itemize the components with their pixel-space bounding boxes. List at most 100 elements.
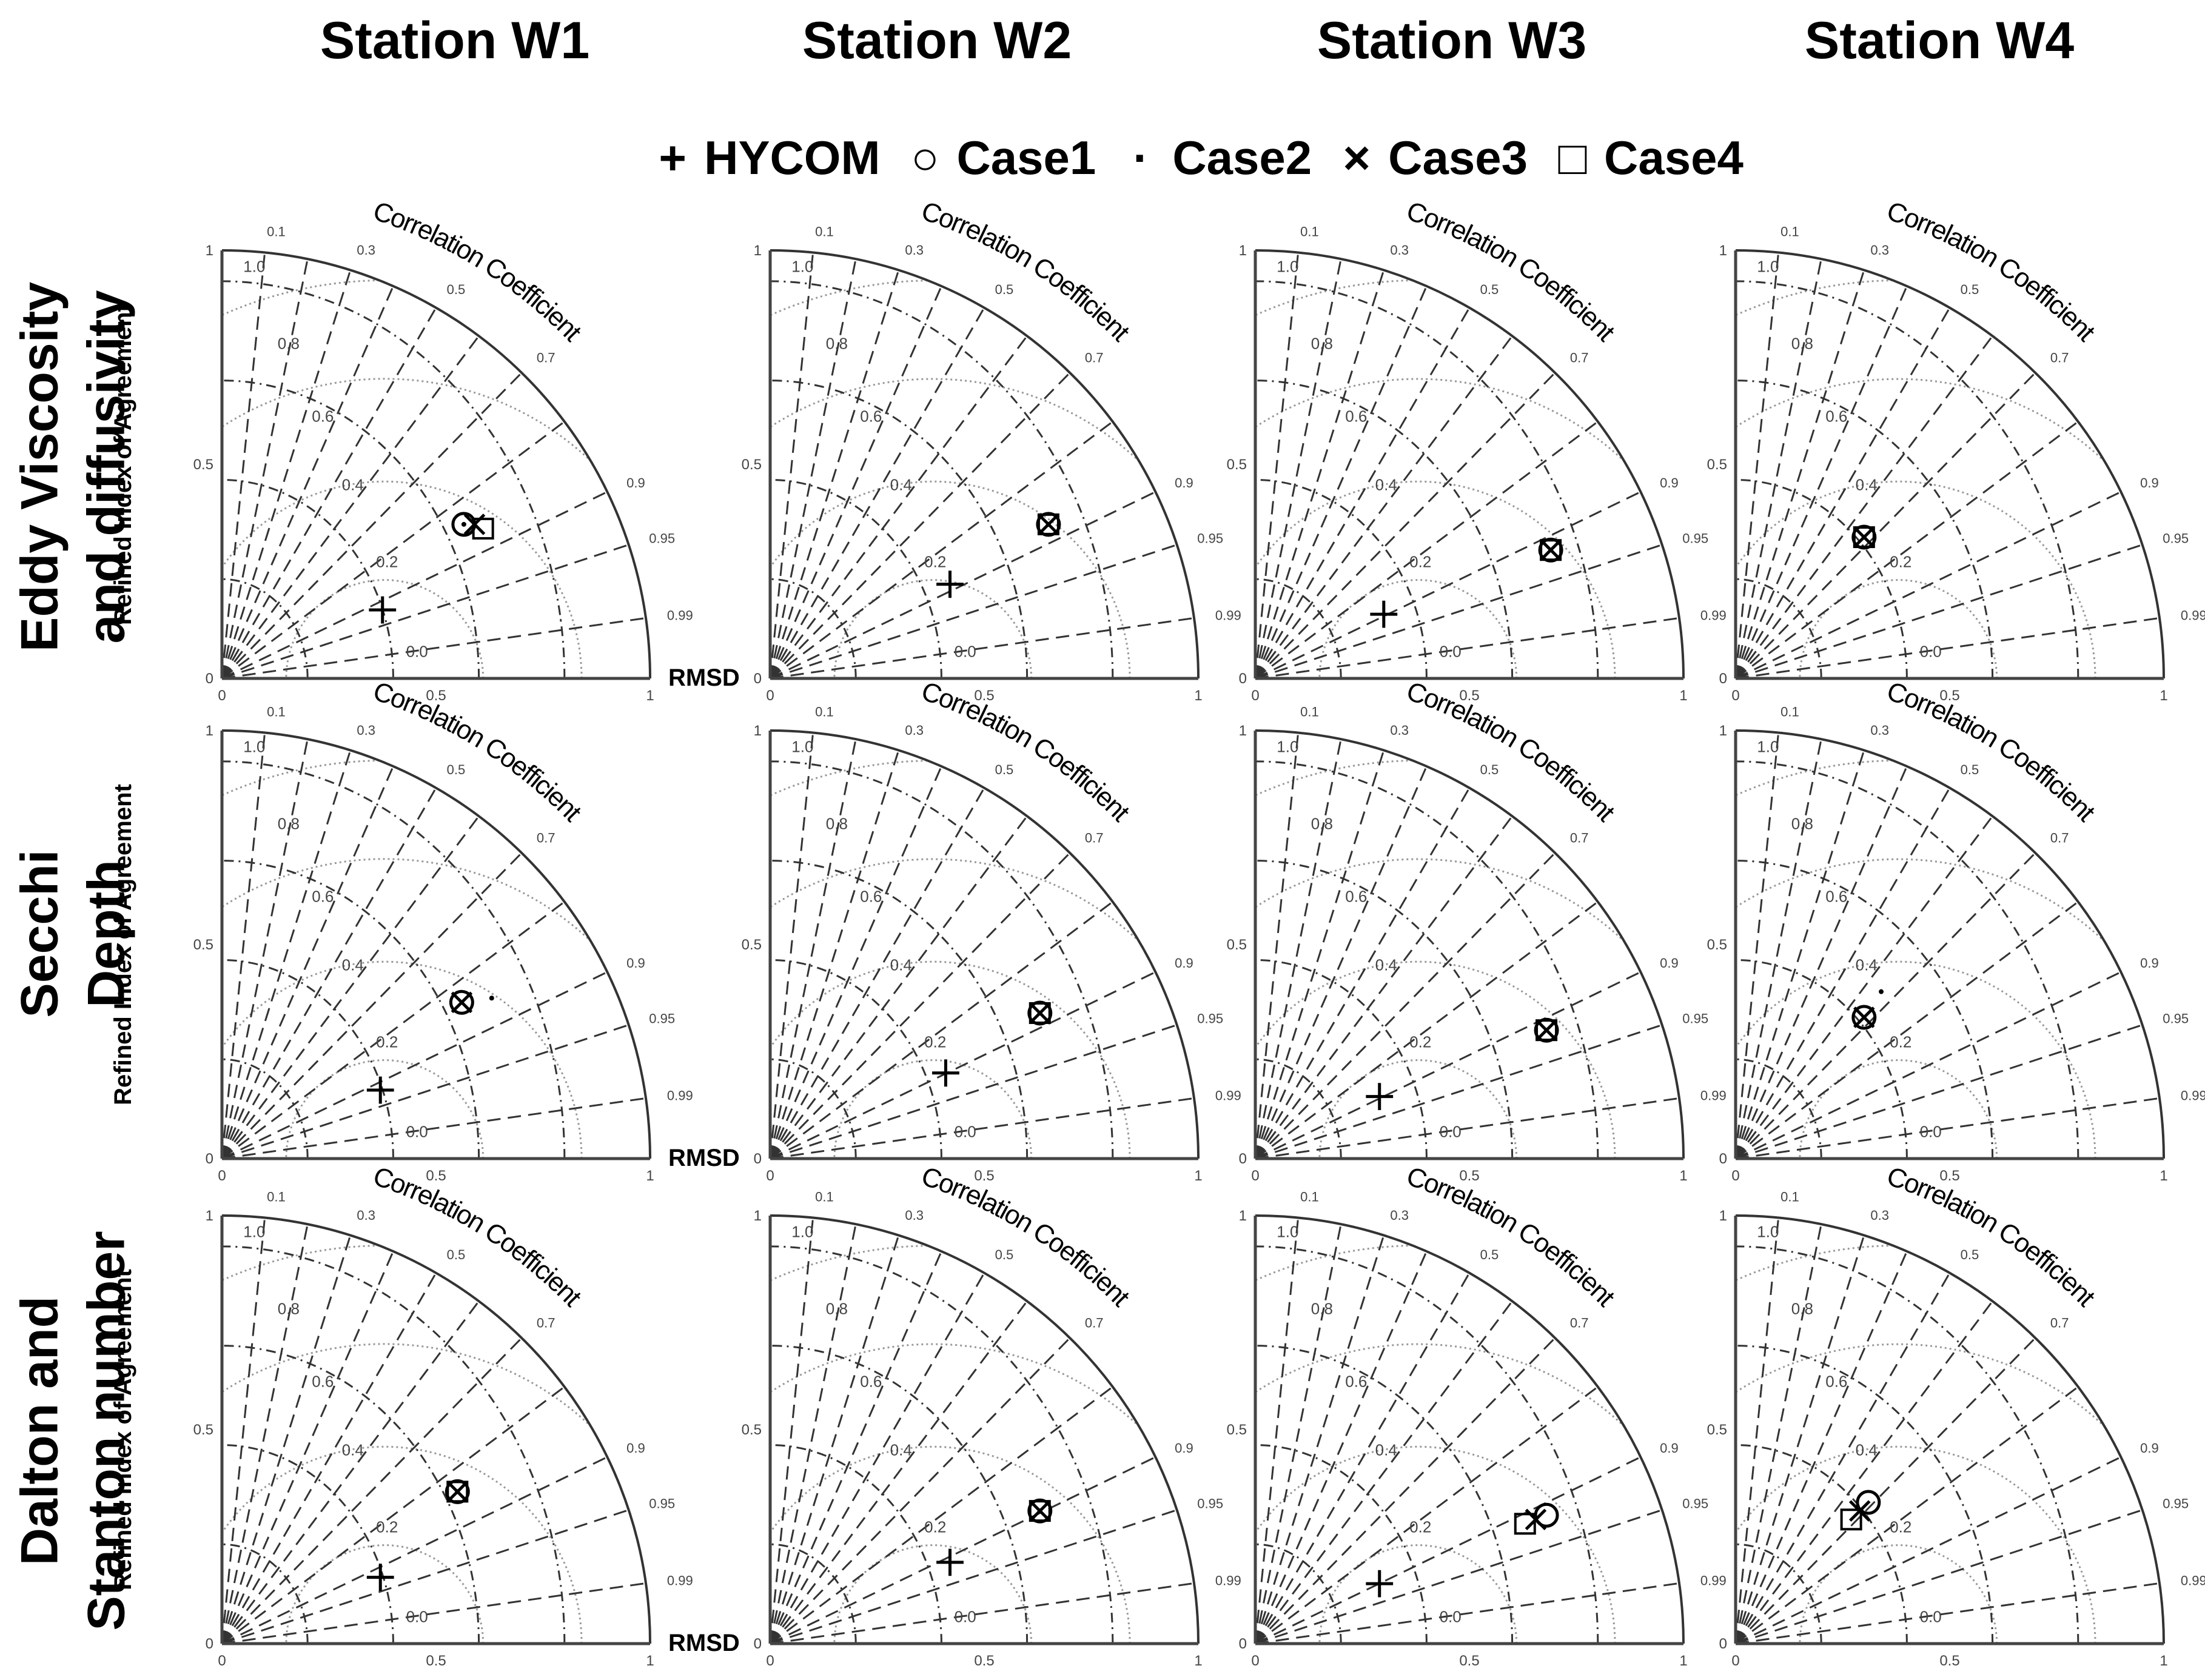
correlation-label: 0.7 [1085,831,1104,846]
correlation-line [770,1386,1113,1644]
rmsd-contour [1255,1543,1342,1644]
correlation-line [770,1024,1178,1159]
correlation-line [1736,787,1951,1159]
index-contour-label: 0.4 [890,1441,912,1459]
correlation-line [770,307,985,678]
correlation-axis-label: Correlation Coefficient [1403,196,1620,347]
hycom-marker [936,1548,964,1576]
index-contour-label: 0.8 [278,1299,300,1317]
y-tick-label: 0.5 [1227,1422,1247,1438]
index-contour-label: 1.0 [1757,257,1779,275]
correlation-line [1736,971,2122,1159]
index-contour-label: 1.0 [791,257,813,275]
correlation-label: 0.5 [447,1247,466,1262]
correlation-line [1255,258,1342,678]
row-label: and diffusivity [78,290,136,643]
index-contour-label: 0.8 [278,814,300,832]
correlation-line [222,1235,352,1644]
correlation-line [770,1235,900,1644]
correlation-line [1736,1024,2143,1159]
legend-item-case4: □ Case4 [1556,130,1743,186]
correlation-axis-label: Correlation Coefficient [1403,1161,1620,1312]
legend-label: HYCOM [704,131,881,184]
hycom-marker [1366,1083,1394,1111]
index-contour [1736,1445,2096,1644]
y-tick-label: 1 [754,243,762,259]
correlation-line [1736,1097,2160,1159]
correlation-label: 0.99 [1215,1088,1241,1103]
correlation-line [1255,1235,1385,1644]
case2-marker [1037,1010,1042,1016]
correlation-line [222,617,646,678]
correlation-line [222,1386,565,1644]
correlation-line [222,1217,266,1644]
index-contour-label: 0.0 [406,1608,428,1626]
index-contour-label: 1.0 [1757,737,1779,755]
correlation-line [1255,372,1556,678]
index-contour-label: 1.0 [1277,737,1298,755]
correlation-label: 0.3 [1870,1208,1889,1223]
correlation-axis-label-text: Correlation Coefficient [1403,196,1622,347]
grid-group [222,731,650,1159]
index-contour [1255,1343,1683,1644]
correlation-axis-label-text: Correlation Coefficient [1403,1161,1622,1312]
rmsd-contour [1736,760,2079,1159]
correlation-line [222,490,608,678]
x-tick-label: 1 [1679,1653,1687,1669]
correlation-line [1736,1272,1951,1644]
x-tick-label: 0 [218,1168,226,1184]
y-tick-label: 0 [206,671,213,687]
y-tick-label: 1 [206,243,213,259]
correlation-label: 0.95 [1197,1011,1223,1026]
index-contour [770,1245,1198,1644]
index-contour [285,1059,485,1159]
correlation-line [770,1300,1028,1644]
x-tick-label: 1 [2160,1653,2167,1669]
rmsd-contour [1255,1058,1342,1159]
case3-marker [1853,1006,1875,1028]
correlation-line [770,270,900,678]
x-tick-label: 0.5 [974,1168,994,1184]
index-contour [770,858,1198,1159]
outer-arc [1735,1214,2165,1644]
correlation-label: 0.3 [1870,243,1889,258]
x-tick-label: 1 [1194,1168,1202,1184]
index-contour-label: 0.6 [1345,887,1367,905]
x-tick-label: 0.5 [426,1168,446,1184]
index-contour-label: 0.2 [1409,552,1431,571]
correlation-label: 0.95 [1197,531,1223,546]
grid-group [1736,731,2164,1159]
correlation-line [770,852,1071,1159]
rmsd-contour [1736,1345,1994,1644]
case2-marker [489,996,494,1001]
grid-group [1736,1216,2164,1644]
index-contour-label: 0.0 [1440,1123,1462,1141]
index-contour [1318,1059,1518,1159]
index-contour-label: 0.4 [1375,1441,1397,1459]
correlation-line [770,258,857,678]
y-tick-label: 0 [754,1151,762,1167]
correlation-line [1255,1386,1599,1644]
x-tick-label: 0.5 [1939,1653,1959,1669]
correlation-label: 0.3 [357,1208,375,1223]
index-contour [1255,279,1683,678]
index-contour-label: 0.6 [860,407,882,425]
index-contour-label: 0.8 [1791,1299,1813,1317]
correlation-line [222,258,309,678]
case1-marker [1534,1017,1559,1043]
correlation-label: 0.7 [537,831,555,846]
correlation-label: 0.9 [1660,955,1679,971]
x-tick-label: 1 [1679,688,1687,704]
index-contour-label: 0.2 [1890,1518,1911,1536]
correlation-label: 0.5 [1480,762,1499,777]
arc-label-path [1885,698,2132,881]
correlation-axis-label-text: Correlation Coefficient [918,676,1136,827]
correlation-line [1736,490,2122,678]
correlation-axis-label: Correlation Coefficient [369,676,587,827]
correlation-axis-label-text: Correlation Coefficient [918,1161,1136,1312]
case3-marker [463,514,486,535]
correlation-axis-label: Correlation Coefficient [1883,196,2101,347]
x-axis-label: RMSD [668,664,740,691]
